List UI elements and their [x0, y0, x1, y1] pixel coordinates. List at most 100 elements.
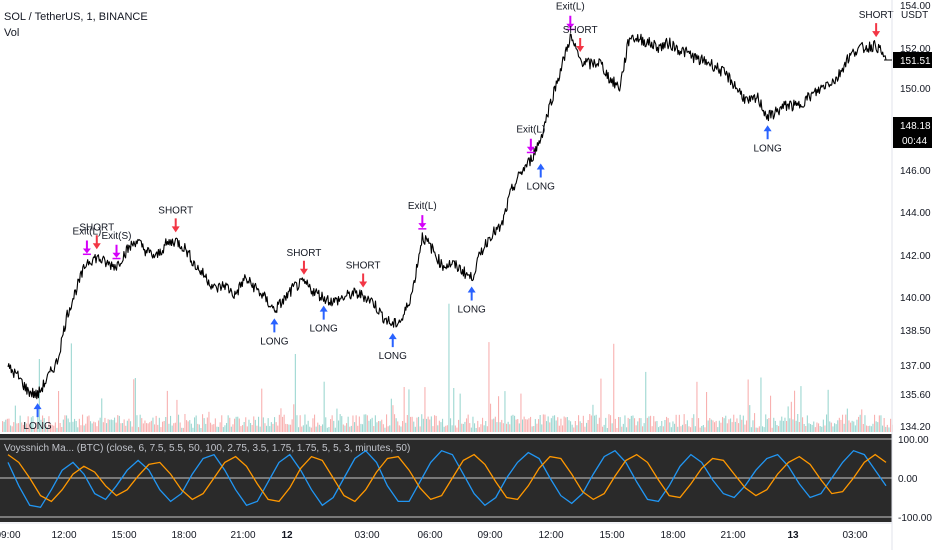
volume-bar	[274, 417, 276, 432]
volume-bar	[30, 417, 32, 432]
volume-bar	[542, 414, 544, 432]
volume-bar	[21, 422, 23, 432]
volume-bar	[731, 422, 733, 432]
volume-bar	[210, 422, 212, 432]
volume-bar	[752, 420, 754, 432]
volume-bar	[443, 426, 445, 432]
volume-bar	[462, 423, 464, 432]
price-tick-label: 150.00	[900, 84, 931, 95]
volume-bar	[259, 426, 261, 432]
volume-bar	[838, 417, 840, 432]
volume-bar	[560, 418, 562, 432]
volume-bar	[718, 420, 720, 432]
volume-bar	[456, 427, 458, 432]
volume-bar	[691, 417, 693, 432]
volume-bar	[722, 417, 724, 432]
volume-bar	[382, 424, 384, 432]
volume-bar	[381, 419, 383, 432]
volume-bar	[146, 423, 148, 432]
volume-bar	[384, 427, 386, 432]
volume-bar	[2, 421, 4, 432]
volume-bar	[875, 421, 877, 432]
volume-bar	[890, 418, 892, 432]
volume-bar	[878, 415, 880, 432]
volume-bar	[118, 415, 120, 432]
volume-bar	[768, 418, 770, 432]
volume-bar	[744, 424, 746, 432]
volume-bar	[74, 418, 76, 432]
volume-bar	[800, 386, 802, 432]
volume-bar	[442, 418, 444, 432]
short-arrow-icon	[872, 23, 881, 38]
volume-bar	[42, 415, 44, 432]
volume-bar	[627, 417, 629, 432]
volume-bar	[787, 406, 789, 432]
volume-bar	[75, 421, 77, 432]
volume-bar	[325, 417, 327, 432]
volume-bar	[242, 425, 244, 432]
volume-bar	[842, 414, 844, 432]
volume-bar	[434, 415, 436, 432]
volume-bar	[643, 423, 645, 432]
volume-bar	[877, 422, 879, 432]
volume-bar	[461, 423, 463, 432]
price-series	[7, 33, 887, 400]
volume-bar	[618, 417, 620, 432]
volume-bar	[416, 417, 418, 432]
volume-bar	[816, 422, 818, 432]
volume-bar	[173, 423, 175, 432]
volume-bar	[232, 424, 234, 432]
volume-bar	[675, 414, 677, 432]
volume-bar	[872, 423, 874, 432]
volume-bar	[82, 414, 84, 432]
oscillator-title[interactable]: Voyssnich Ma... (BTC) (close, 6, 7.5, 5.…	[4, 443, 411, 454]
volume-bar	[754, 413, 756, 432]
volume-bar	[690, 427, 692, 432]
volume-bar	[592, 404, 594, 432]
volume-bar	[549, 422, 551, 432]
volume-bar	[387, 426, 389, 432]
volume-bar	[363, 414, 365, 432]
volume-bar	[302, 425, 304, 432]
volume-bar	[728, 419, 730, 432]
volume-bar	[626, 427, 628, 432]
volume-bar	[709, 418, 711, 432]
volume-bar	[622, 423, 624, 432]
volume-bar	[818, 423, 820, 432]
volume-bar	[662, 426, 664, 432]
volume-bar	[552, 415, 554, 432]
volume-bar	[262, 417, 264, 432]
volume-bar	[696, 381, 698, 432]
volume-bar	[619, 417, 621, 432]
volume-bar	[18, 423, 20, 432]
volume-bar	[885, 426, 887, 432]
price-tick-label: 146.00	[900, 166, 931, 177]
volume-bar	[237, 416, 239, 432]
volume-bar	[504, 391, 506, 432]
volume-bar	[250, 423, 252, 432]
volume-bar	[605, 417, 607, 432]
volume-bar	[782, 420, 784, 432]
volume-bar	[26, 423, 28, 432]
volume-bar	[296, 415, 298, 432]
volume-bar	[253, 416, 255, 432]
volume-bar	[67, 418, 69, 432]
volume-bar	[714, 422, 716, 432]
volume-bar	[360, 423, 362, 432]
volume-bar	[824, 425, 826, 432]
volume-bar	[342, 424, 344, 432]
volume-bar	[611, 423, 613, 432]
signal-label-exit: Exit(L)	[556, 2, 585, 13]
volume-bar	[346, 423, 348, 432]
volume-bar	[659, 425, 661, 432]
time-tick-label: 13	[787, 530, 799, 541]
exit-arrow-icon	[566, 15, 575, 29]
time-tick-label: 15:00	[111, 530, 136, 541]
volume-bar	[83, 425, 85, 432]
volume-bar	[822, 419, 824, 432]
volume-bar	[814, 427, 816, 432]
volume-indicator-label[interactable]: Vol	[4, 27, 20, 39]
currency-label: USDT	[901, 10, 928, 21]
volume-bar	[19, 415, 21, 432]
